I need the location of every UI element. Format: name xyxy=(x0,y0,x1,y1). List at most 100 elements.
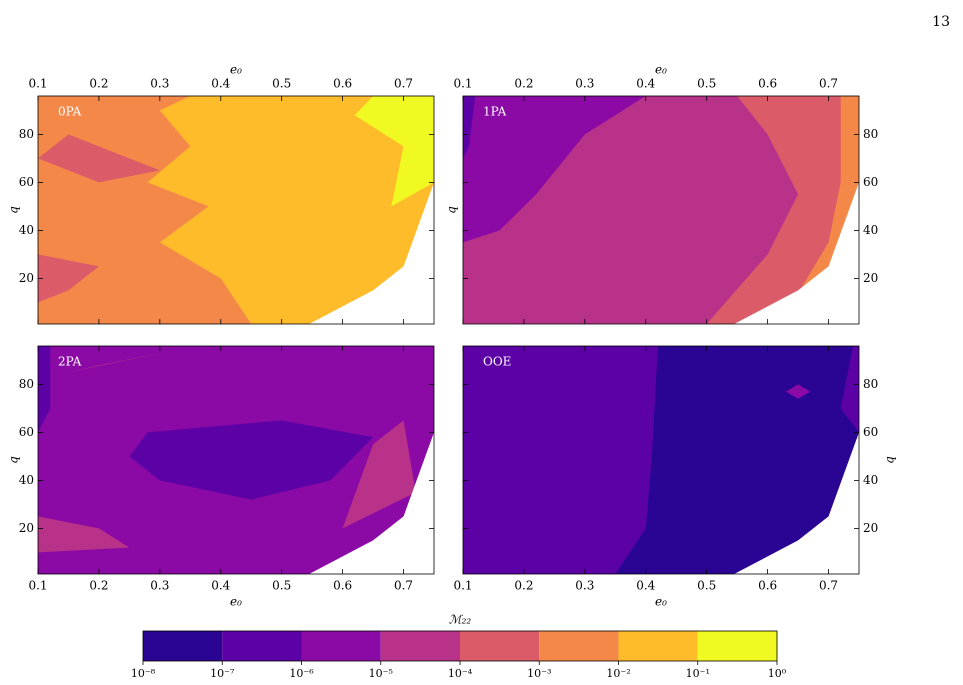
x-tick-label: 0.6 xyxy=(333,579,352,593)
y-tick-label: 40 xyxy=(19,223,34,237)
panel-label: 2PA xyxy=(58,355,82,369)
frame xyxy=(462,345,860,575)
y-tick-label: 80 xyxy=(19,127,34,141)
colorbar-tick-label: 10⁻⁶ xyxy=(289,667,314,680)
x-tick-label: 0.4 xyxy=(211,579,230,593)
colorbar-tick-label: 10⁻⁴ xyxy=(448,667,473,680)
x-tick-label: 0.3 xyxy=(575,77,594,91)
colorbar-tick-label: 10⁻³ xyxy=(527,667,551,680)
contour-region xyxy=(38,516,130,553)
y-tick-label: 20 xyxy=(19,521,34,535)
contour-region xyxy=(840,346,859,433)
panel-label: OOE xyxy=(483,355,511,369)
x-tick-label: 0.2 xyxy=(89,579,108,593)
colorbar-segment xyxy=(222,631,302,661)
colorbar-tick-label: 10⁻⁸ xyxy=(131,667,156,680)
contour-region xyxy=(342,420,416,529)
x-tick-label: 0.2 xyxy=(89,77,108,91)
y-tick-label: 20 xyxy=(19,271,34,285)
domain-mask xyxy=(309,432,434,574)
colorbar-tick-label: 10⁻⁵ xyxy=(369,667,393,680)
domain-mask xyxy=(734,432,859,574)
x-tick-label: 0.4 xyxy=(211,77,230,91)
x-tick-label: 0.5 xyxy=(272,77,291,91)
x-tick-label: 0.1 xyxy=(453,77,472,91)
x-tick-label: 0.5 xyxy=(272,579,291,593)
frame xyxy=(462,95,860,325)
panel-label: 1PA xyxy=(483,105,507,119)
x-tick-label: 0.7 xyxy=(394,579,413,593)
colorbar-tick-label: 10⁰ xyxy=(768,667,787,680)
y-tick-label: 20 xyxy=(863,271,878,285)
contour-region xyxy=(147,96,434,324)
colorbar-tick-label: 10⁻² xyxy=(606,667,630,680)
frame xyxy=(37,345,435,575)
contour-region xyxy=(785,384,811,399)
y-tick-label: 80 xyxy=(19,377,34,391)
x-axis-label: e₀ xyxy=(230,595,242,609)
y-axis-label: q xyxy=(7,456,21,464)
contour-plot xyxy=(38,96,434,324)
x-tick-label: 0.3 xyxy=(150,579,169,593)
colorbar-segment xyxy=(618,631,698,661)
y-tick-label: 60 xyxy=(863,425,878,439)
contour-region xyxy=(129,420,374,500)
y-axis-label: q xyxy=(883,456,897,464)
x-tick-label: 0.7 xyxy=(819,579,838,593)
contour-region xyxy=(615,346,859,574)
contour-region xyxy=(38,346,51,433)
contour-plot xyxy=(38,346,434,574)
colorbar-label: ℳ₂₂ xyxy=(449,613,472,627)
y-tick-label: 60 xyxy=(863,175,878,189)
x-tick-label: 0.6 xyxy=(758,579,777,593)
x-axis-label: e₀ xyxy=(655,595,667,609)
colorbar-segment xyxy=(301,631,381,661)
y-tick-label: 80 xyxy=(863,127,878,141)
x-tick-label: 0.3 xyxy=(150,77,169,91)
y-tick-label: 40 xyxy=(863,473,878,487)
x-tick-label: 0.7 xyxy=(394,77,413,91)
contour-region xyxy=(68,353,160,373)
x-tick-label: 0.1 xyxy=(28,77,47,91)
y-tick-label: 60 xyxy=(19,175,34,189)
colorbar-segment xyxy=(143,631,223,661)
page-number: 13 xyxy=(932,14,950,30)
x-axis-label: e₀ xyxy=(230,63,242,77)
colorbar-tick-label: 10⁻¹ xyxy=(686,667,710,680)
x-tick-label: 0.4 xyxy=(636,77,655,91)
contour-region xyxy=(38,254,99,303)
y-tick-label: 20 xyxy=(863,521,878,535)
colorbar-segment xyxy=(460,631,540,661)
x-tick-label: 0.5 xyxy=(697,579,716,593)
x-axis-label: e₀ xyxy=(655,63,667,77)
x-tick-label: 0.7 xyxy=(819,77,838,91)
x-tick-label: 0.4 xyxy=(636,579,655,593)
x-tick-label: 0.2 xyxy=(514,579,533,593)
y-tick-label: 80 xyxy=(863,377,878,391)
x-tick-label: 0.5 xyxy=(697,77,716,91)
y-tick-label: 60 xyxy=(19,425,34,439)
colorbar-segment xyxy=(539,631,619,661)
colorbar-tick-label: 10⁻⁷ xyxy=(210,667,235,680)
x-tick-label: 0.1 xyxy=(28,579,47,593)
colorbar-segment xyxy=(697,631,777,661)
domain-mask xyxy=(309,182,434,324)
y-axis-label: q xyxy=(7,206,21,214)
x-tick-label: 0.6 xyxy=(758,77,777,91)
x-tick-label: 0.1 xyxy=(453,579,472,593)
contour-region xyxy=(463,96,476,159)
y-tick-label: 40 xyxy=(863,223,878,237)
x-tick-label: 0.3 xyxy=(575,579,594,593)
contour-plot xyxy=(463,96,859,324)
colorbar-segment xyxy=(380,631,460,661)
contour-region xyxy=(38,134,160,183)
x-tick-label: 0.2 xyxy=(514,77,533,91)
domain-mask xyxy=(734,182,859,324)
contour-region xyxy=(354,96,434,207)
panel-label: 0PA xyxy=(58,105,82,119)
x-tick-label: 0.6 xyxy=(333,77,352,91)
contour-region xyxy=(463,96,646,243)
frame xyxy=(37,95,435,325)
